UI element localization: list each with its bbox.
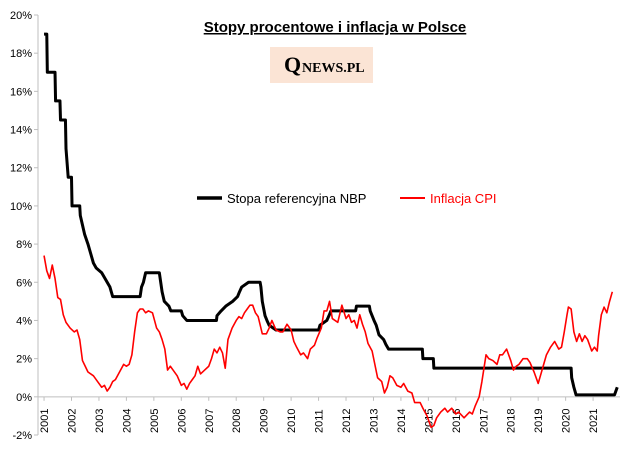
x-tick-label: 2012 (341, 409, 353, 433)
y-tick-label: 8% (16, 239, 32, 251)
x-tick-label: 2001 (39, 409, 51, 433)
x-tick-label: 2010 (286, 409, 298, 433)
y-tick-label: 16% (10, 86, 32, 98)
x-tick-label: 2020 (561, 409, 573, 433)
x-tick-label: 2013 (368, 409, 380, 433)
logo-text: NEWS.PL (302, 61, 365, 76)
x-tick-label: 2018 (506, 409, 518, 433)
x-tick-label: 2019 (533, 409, 545, 433)
x-tick-label: 2007 (204, 409, 216, 433)
logo-box (270, 47, 373, 83)
x-tick-label: 2002 (66, 409, 78, 433)
series-line (44, 32, 619, 397)
y-tick-label: 6% (16, 277, 32, 289)
y-tick-label: 18% (10, 48, 32, 60)
x-tick-label: 2008 (231, 409, 243, 433)
y-tick-label: 2% (16, 354, 32, 366)
y-tick-label: 20% (10, 10, 32, 22)
y-tick-label: 4% (16, 315, 32, 327)
y-tick-label: -2% (12, 430, 32, 442)
x-tick-label: 2004 (121, 409, 133, 433)
y-tick-label: 12% (10, 163, 32, 175)
series-line (43, 255, 614, 429)
x-tick-label: 2021 (588, 409, 600, 433)
y-tick-label: 10% (10, 201, 32, 213)
x-tick-label: 2014 (396, 409, 408, 433)
y-tick-label: 0% (16, 392, 32, 404)
x-tick-label: 2003 (94, 409, 106, 433)
x-tick-label: 2005 (149, 409, 161, 433)
x-tick-label: 2009 (259, 409, 271, 433)
x-tick-label: 2011 (314, 409, 326, 433)
x-tick-label: 2017 (478, 409, 490, 433)
chart-title: Stopy procentowe i inflacja w Polsce (204, 19, 467, 36)
legend-label: Inflacja CPI (430, 191, 496, 206)
y-tick-label: 14% (10, 125, 32, 137)
legend-label: Stopa referencyjna NBP (227, 191, 366, 206)
logo-initial: Q (284, 52, 301, 77)
x-tick-label: 2006 (176, 409, 188, 433)
x-tick-label: 2016 (451, 409, 463, 433)
